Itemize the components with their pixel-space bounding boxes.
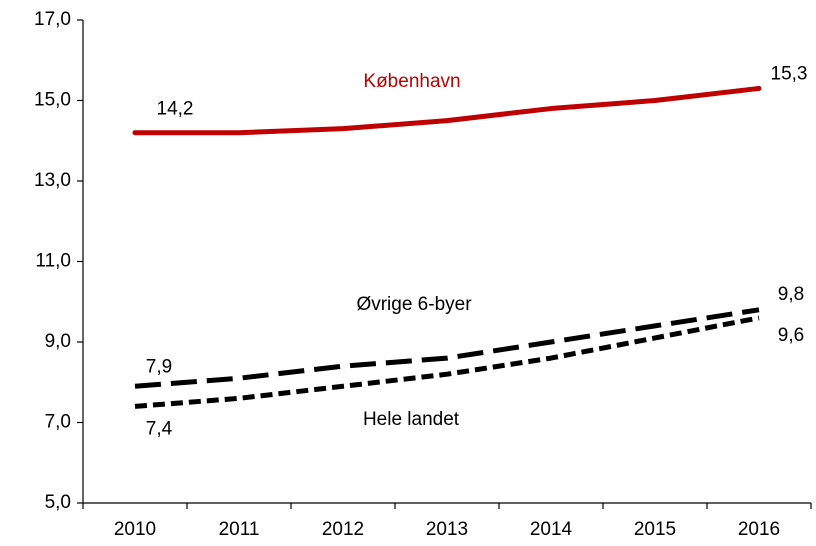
series-name: Hele landet [363, 409, 460, 430]
series-line [134, 315, 760, 409]
y-tick-label: 7,0 [45, 412, 71, 433]
x-tick-label: 2015 [634, 519, 676, 540]
x-tick-label: 2011 [219, 519, 260, 540]
x-tick-label: 2013 [426, 519, 468, 540]
x-tick-label: 2010 [114, 519, 156, 540]
data-label: 7,4 [146, 418, 173, 439]
series-name: København [363, 71, 460, 92]
y-tick-label: 9,0 [45, 331, 71, 352]
data-label: 7,9 [146, 356, 172, 377]
data-label: 15,3 [771, 63, 808, 84]
series-name: Øvrige 6-byer [356, 294, 472, 315]
series-line [132, 85, 762, 136]
y-tick-label: 11,0 [35, 251, 71, 272]
y-tick-label: 5,0 [45, 492, 71, 513]
data-label: 14,2 [157, 99, 194, 120]
data-label: 9,8 [778, 284, 804, 305]
series-line [134, 307, 760, 389]
data-label: 9,6 [778, 325, 804, 346]
x-tick-label: 2012 [322, 519, 364, 540]
y-tick-label: 15,0 [34, 90, 71, 111]
y-tick-label: 13,0 [34, 170, 71, 191]
x-tick-label: 2014 [530, 519, 573, 540]
x-tick-label: 2016 [738, 519, 780, 540]
y-tick-label: 17,0 [34, 9, 71, 30]
